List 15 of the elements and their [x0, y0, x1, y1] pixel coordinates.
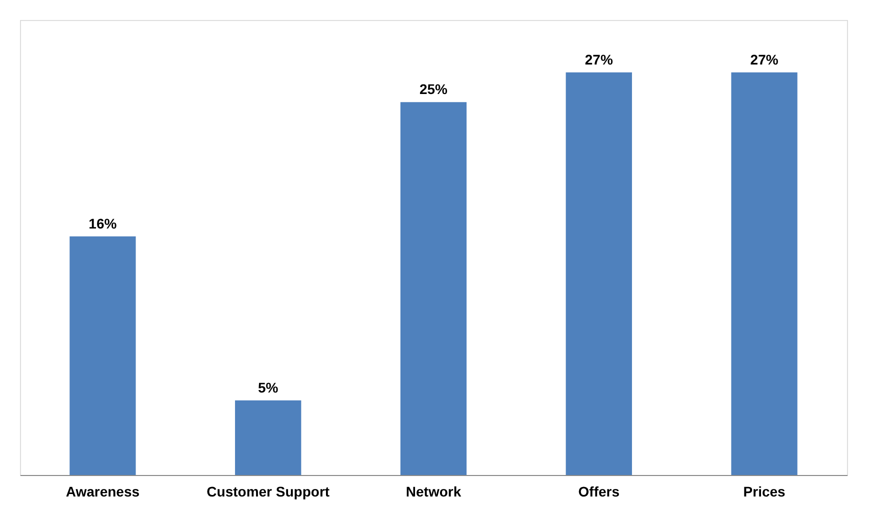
x-tick-label: Offers	[578, 484, 620, 500]
x-tick-label: Awareness	[66, 484, 140, 500]
data-label: 25%	[419, 81, 448, 98]
x-tick-label: Prices	[743, 484, 786, 500]
data-label: 27%	[750, 51, 779, 68]
bar	[566, 72, 632, 475]
data-label: 16%	[88, 215, 118, 232]
x-tick-label: Network	[406, 484, 462, 500]
data-label: 27%	[584, 51, 614, 68]
bar	[70, 236, 136, 475]
bar	[400, 102, 467, 475]
bar	[235, 400, 302, 475]
x-tick-label: Customer Support	[206, 484, 330, 500]
data-label: 5%	[258, 379, 279, 396]
bar	[731, 72, 798, 475]
